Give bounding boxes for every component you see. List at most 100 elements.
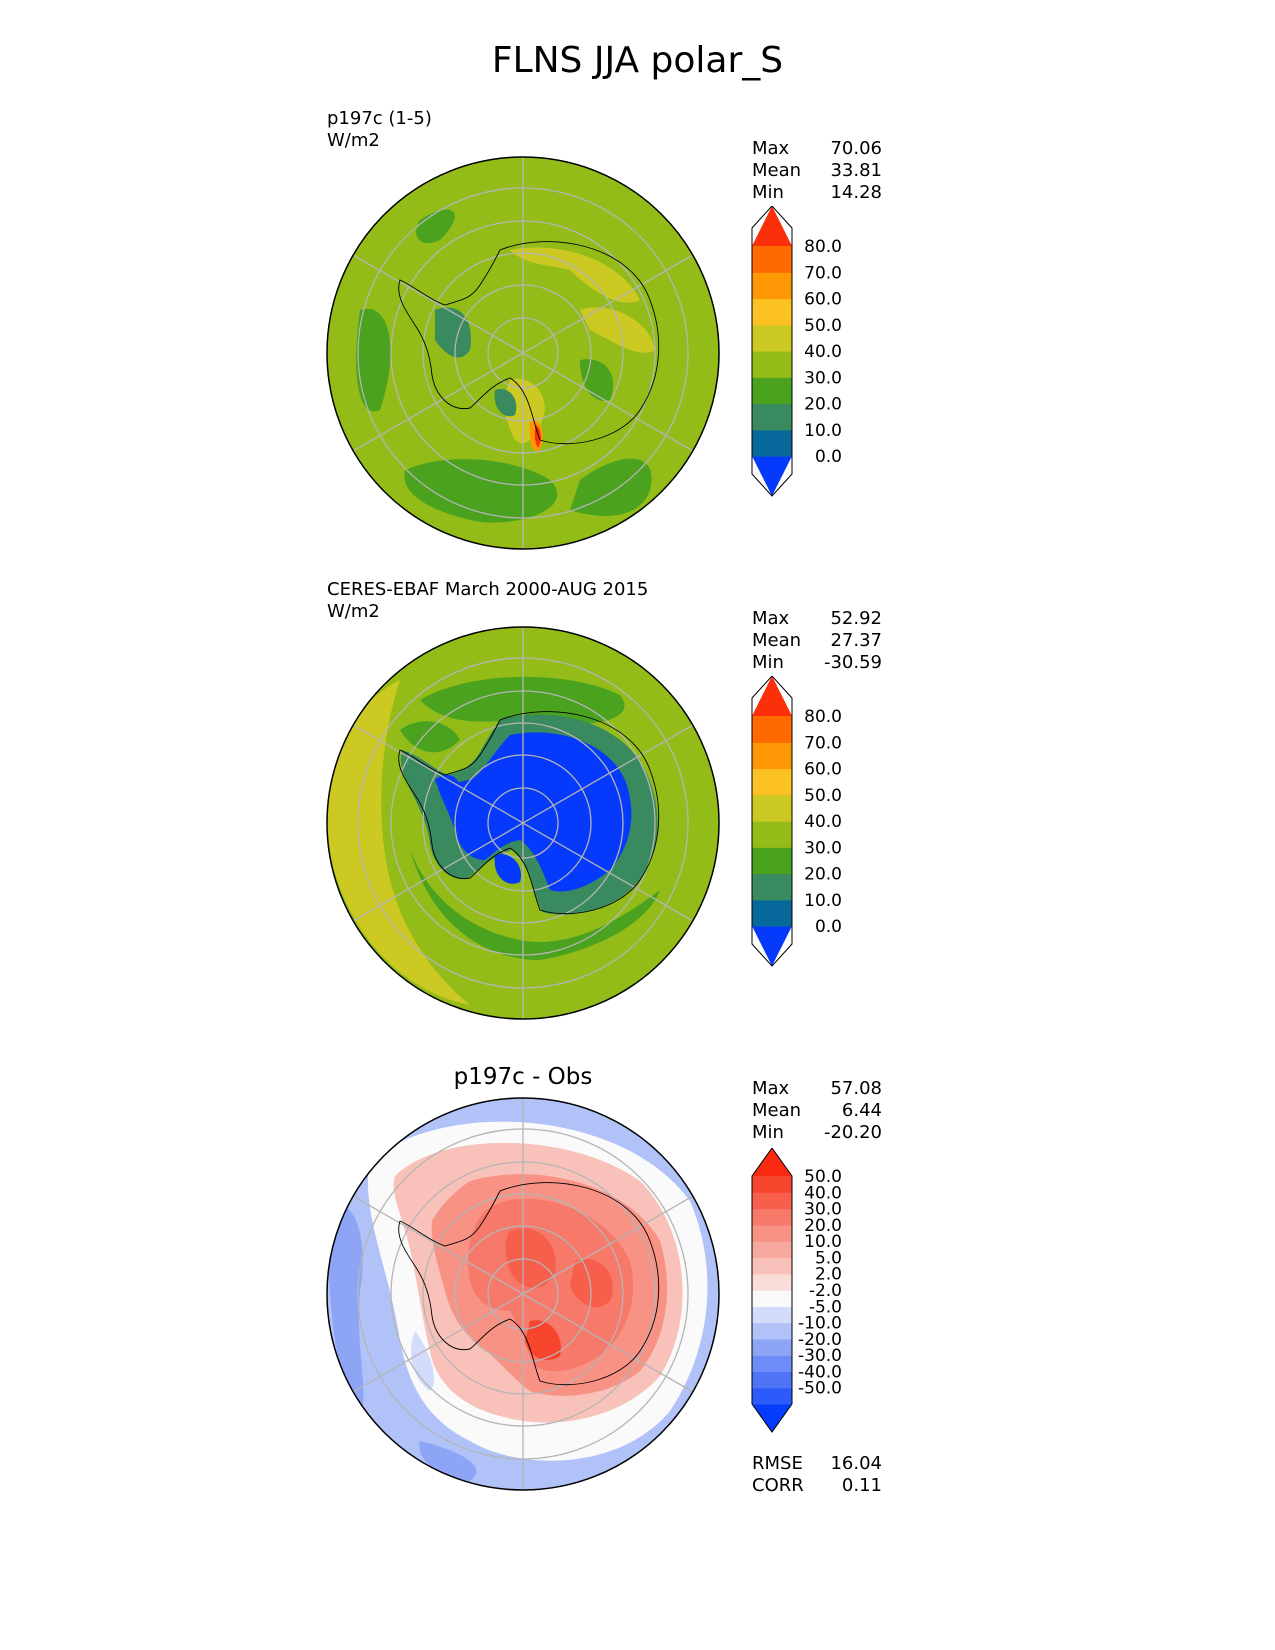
colorbar-tick-label: 0.0 — [815, 447, 842, 467]
colorbar-bin — [752, 768, 792, 796]
colorbar-bin — [752, 1306, 792, 1324]
colorbar-extend-min — [752, 1404, 792, 1432]
colorbar-bin — [752, 1192, 792, 1210]
panel3-contour — [328, 1205, 364, 1421]
colorbar-extend-max — [752, 1148, 792, 1176]
colorbar-tick-label: 40.0 — [804, 342, 842, 362]
panel1-units: W/m2 — [327, 130, 380, 151]
stat-min-label: Min — [752, 182, 784, 203]
stat-min-value: -30.59 — [823, 652, 882, 673]
colorbar-tick-label: 70.0 — [804, 263, 842, 283]
panel2-contour — [494, 854, 521, 884]
colorbar-tick-label: -5.0 — [809, 1297, 842, 1317]
panel2-dataset-label: CERES-EBAF March 2000-AUG 2015 — [327, 579, 649, 600]
colorbar-tick-label: 20.0 — [804, 395, 842, 415]
colorbar-bin — [752, 1355, 792, 1373]
panel3-map-boundary — [326, 1097, 720, 1491]
rmse-value: 16.04 — [830, 1453, 882, 1474]
colorbar-outline — [751, 1148, 793, 1433]
colorbar-tick-label: 70.0 — [804, 733, 842, 753]
panel1-map-boundary — [326, 156, 720, 550]
panel3-contour — [570, 1258, 613, 1308]
colorbar-tick-label: -10.0 — [798, 1314, 842, 1334]
colorbar-bin — [752, 272, 792, 300]
colorbar-tick-label: 50.0 — [804, 316, 842, 336]
colorbar-tick-label: 30.0 — [804, 368, 842, 388]
stat-mean-label: Mean — [752, 1100, 802, 1121]
stat-max-value: 70.06 — [830, 138, 882, 159]
panel1-coastline — [398, 241, 660, 445]
panel3-metrics: RMSE 16.04 CORR 0.11 — [752, 1453, 882, 1497]
colorbar-tick-label: 10.0 — [804, 421, 842, 441]
colorbar-tick-label: -20.0 — [798, 1330, 842, 1350]
panel1-contour — [416, 209, 455, 244]
panel2-stats: Max 52.92 Mean 27.37 Min -30.59 — [752, 608, 882, 674]
stat-mean-value: 27.37 — [830, 630, 882, 651]
colorbar-tick-label: 2.0 — [815, 1265, 842, 1285]
colorbar-tick-label: 50.0 — [804, 1167, 842, 1187]
panel3-contour — [525, 1320, 561, 1361]
panel2-graticule — [352, 627, 694, 1019]
colorbar-tick-label: 60.0 — [804, 760, 842, 780]
figure-title: FLNS JJA polar_S — [491, 40, 784, 81]
corr-value: 0.11 — [841, 1475, 882, 1496]
panel1-stats: Max 70.06 Mean 33.81 Min 14.28 — [752, 138, 882, 204]
panel1-contour — [356, 308, 391, 412]
colorbar-bin — [752, 1224, 792, 1242]
colorbar-bin — [752, 246, 792, 273]
panel2-contour — [400, 721, 460, 753]
colorbar-bin — [752, 873, 792, 901]
colorbar-bin — [752, 1273, 792, 1291]
colorbar-tick-label: 30.0 — [804, 1200, 842, 1220]
panel2-units: W/m2 — [327, 601, 380, 622]
colorbar-bin — [752, 324, 792, 352]
colorbar-bin — [752, 1257, 792, 1275]
colorbar-bin — [752, 821, 792, 848]
colorbar-extend-min — [752, 926, 792, 966]
colorbar-tick-label: 20.0 — [804, 865, 842, 885]
panel3-stats: Max 57.08 Mean 6.44 Min -20.20 — [752, 1078, 882, 1144]
colorbar-tick-label: 30.0 — [804, 838, 842, 858]
colorbar-bin — [752, 716, 792, 743]
colorbar-bin — [752, 429, 792, 457]
colorbar-extend-max — [752, 206, 792, 246]
colorbar-bin — [752, 377, 792, 405]
panel2-title: CERES-EBAF March 2000-AUG 2015 W/m2 — [327, 579, 648, 623]
stat-max-value: 52.92 — [830, 608, 882, 629]
colorbar-bin — [752, 1176, 792, 1193]
panel1-polar-map — [326, 156, 720, 550]
colorbar-tick-label: -40.0 — [798, 1362, 842, 1382]
colorbar-tick-label: -2.0 — [809, 1281, 842, 1301]
panel2-contour — [438, 732, 632, 892]
colorbar-tick-label: 5.0 — [815, 1248, 842, 1268]
panel2-contour — [435, 774, 460, 794]
stat-mean-label: Mean — [752, 160, 802, 181]
colorbar-tick-label: -30.0 — [798, 1346, 842, 1366]
colorbar-bin — [752, 899, 792, 927]
stat-mean-label: Mean — [752, 630, 802, 651]
colorbar-outline — [751, 206, 793, 497]
colorbar-bin — [752, 1338, 792, 1356]
colorbar-bin — [752, 1387, 792, 1405]
colorbar-bin — [752, 847, 792, 875]
corr-label: CORR — [752, 1475, 804, 1496]
colorbar-extend-min — [752, 456, 792, 496]
colorbar-bin — [752, 403, 792, 431]
panel2-map-boundary — [326, 626, 720, 1020]
panel2-polar-map — [326, 626, 720, 1020]
panel2-coastline — [398, 711, 660, 915]
stat-max-value: 57.08 — [830, 1078, 882, 1099]
stat-max-label: Max — [752, 1078, 790, 1099]
stat-max-label: Max — [752, 138, 790, 159]
colorbar-tick-label: 0.0 — [815, 917, 842, 937]
panel2-contour — [420, 676, 625, 724]
panel1-contour — [404, 459, 558, 523]
colorbar-bin — [752, 1241, 792, 1259]
panel1-contour — [494, 389, 517, 417]
panel1-run-label: p197c (1-5) — [327, 108, 432, 129]
colorbar-tick-label: 40.0 — [804, 812, 842, 832]
panel1-graticule — [352, 157, 694, 549]
colorbar-extend-max — [752, 676, 792, 716]
panel1-contour — [580, 307, 655, 353]
panel3-polar-map — [326, 1097, 720, 1491]
